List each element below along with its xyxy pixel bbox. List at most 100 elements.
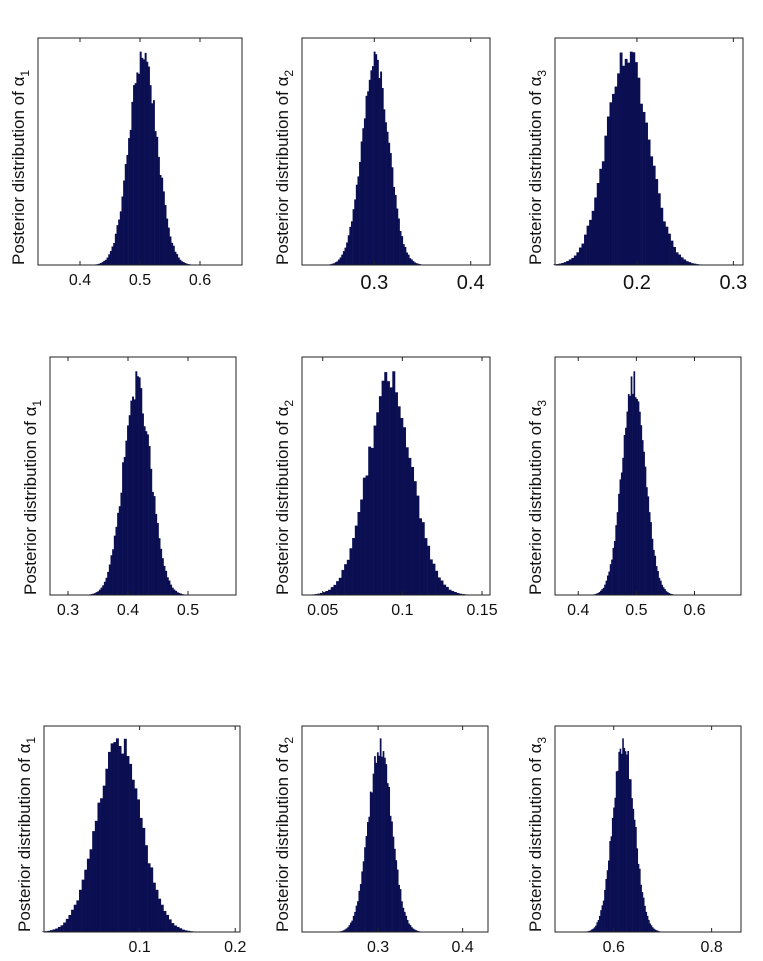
histogram-bar: [166, 577, 169, 595]
histogram-bars: [94, 51, 192, 266]
histogram-bar: [145, 431, 148, 595]
histogram-bar: [336, 581, 340, 595]
histogram-bar: [172, 245, 175, 265]
histogram-bar: [153, 496, 156, 595]
histogram-bar: [668, 593, 671, 595]
y-axis-label-subscript: 1: [24, 737, 38, 744]
histogram-bar: [178, 592, 181, 595]
histogram-bar: [690, 263, 694, 265]
histogram-bar: [363, 118, 366, 265]
y-axis-label-text: Posterior distribution of α: [273, 743, 292, 932]
histogram-bar: [118, 219, 121, 265]
histogram-bar: [347, 927, 349, 932]
histogram-bar: [354, 911, 356, 932]
histogram-bar: [412, 928, 415, 932]
y-axis-label-text: Posterior distribution of α: [526, 76, 545, 265]
histogram-bar: [612, 93, 615, 265]
histogram-bar: [606, 575, 609, 595]
histogram-bar: [168, 919, 172, 932]
histogram-bar: [406, 919, 409, 932]
subplot-1: 0.4 0.5 0.6 Posterior distribution of α1: [9, 37, 243, 289]
histogram-bar: [322, 592, 326, 595]
x-tick-label: 0.6: [683, 602, 705, 619]
histogram-bar: [602, 587, 605, 595]
histogram-bar: [161, 177, 164, 265]
histogram-bar: [152, 100, 155, 265]
histogram-bar: [119, 211, 122, 265]
histogram-bar: [629, 395, 631, 595]
histogram-bar: [654, 555, 657, 595]
x-tick-label: 0.8: [701, 939, 723, 956]
histogram-bar: [164, 205, 167, 265]
histogram-bar: [392, 371, 396, 595]
histogram-bar: [653, 928, 655, 932]
histogram-bar: [374, 756, 376, 932]
histogram-bar: [678, 254, 682, 265]
histogram-bar: [417, 263, 420, 265]
histogram-bar: [624, 751, 627, 932]
subplot-6: 0.4 0.5 0.6 Posterior distribution of α3: [526, 356, 742, 619]
histogram-bar: [421, 522, 425, 595]
y-axis-label-subscript: 1: [30, 400, 44, 407]
histogram-bar: [71, 909, 75, 932]
histogram-bar: [459, 593, 463, 595]
histogram-bar: [642, 897, 645, 932]
histogram-bar: [456, 592, 460, 595]
histogram-bar: [362, 477, 366, 595]
histogram-bar: [102, 585, 105, 595]
histogram-bar: [596, 922, 598, 932]
histogram-bar: [166, 218, 169, 265]
histogram-bar: [399, 231, 402, 265]
histogram-bar: [376, 59, 379, 265]
histogram-bar: [355, 905, 358, 932]
histogram-bar: [63, 922, 67, 932]
histogram-bar: [122, 462, 125, 595]
y-axis-label-text: Posterior distribution of α: [21, 406, 40, 595]
histogram-bar: [605, 878, 608, 932]
histogram-bar: [167, 227, 170, 265]
histogram-bar: [81, 879, 85, 932]
histogram-bar: [317, 593, 321, 595]
histogram-bar: [176, 254, 179, 265]
histogram-bar: [611, 817, 614, 932]
histogram-bar: [451, 590, 455, 595]
histogram-bar: [146, 61, 149, 265]
histogram-bar: [416, 930, 419, 932]
histogram-bar: [174, 251, 177, 265]
histogram-bar: [604, 584, 606, 595]
histogram-bar: [604, 889, 606, 932]
histogram-bar: [181, 261, 184, 265]
histogram-bar: [397, 218, 400, 265]
histogram-bar: [647, 496, 650, 595]
histogram-bar: [598, 592, 601, 595]
axes-frame: [554, 37, 744, 266]
histogram-bar: [60, 925, 64, 932]
axes-frame: [554, 725, 742, 933]
x-tick-label: 0.4: [69, 272, 91, 289]
histogram-bar: [648, 512, 651, 595]
axes-frame: [43, 725, 241, 933]
histogram-bar: [102, 785, 106, 932]
x-tick-label: 0.5: [129, 272, 151, 289]
histogram-bars: [87, 371, 186, 595]
histogram-bar: [629, 51, 633, 266]
histogram-bar: [112, 549, 115, 595]
histogram-bar: [453, 592, 457, 595]
histogram-bar: [372, 66, 374, 265]
histogram-bar: [334, 262, 337, 265]
histogram-bar: [126, 154, 129, 265]
histogram-bar: [128, 415, 131, 595]
histogram-bar: [619, 748, 622, 932]
histogram-bar: [104, 259, 107, 265]
histogram-bar: [186, 263, 189, 265]
histogram-bar: [609, 564, 612, 595]
histogram-bar: [121, 753, 125, 932]
histogram-bar: [175, 590, 178, 595]
histogram-bar: [143, 426, 146, 595]
histogram-bar: [622, 457, 625, 595]
histogram-bar: [685, 261, 689, 265]
histogram-bar: [105, 577, 108, 595]
histogram-bar: [147, 66, 150, 265]
histogram-bar: [614, 86, 618, 266]
histogram-bar: [176, 926, 180, 932]
